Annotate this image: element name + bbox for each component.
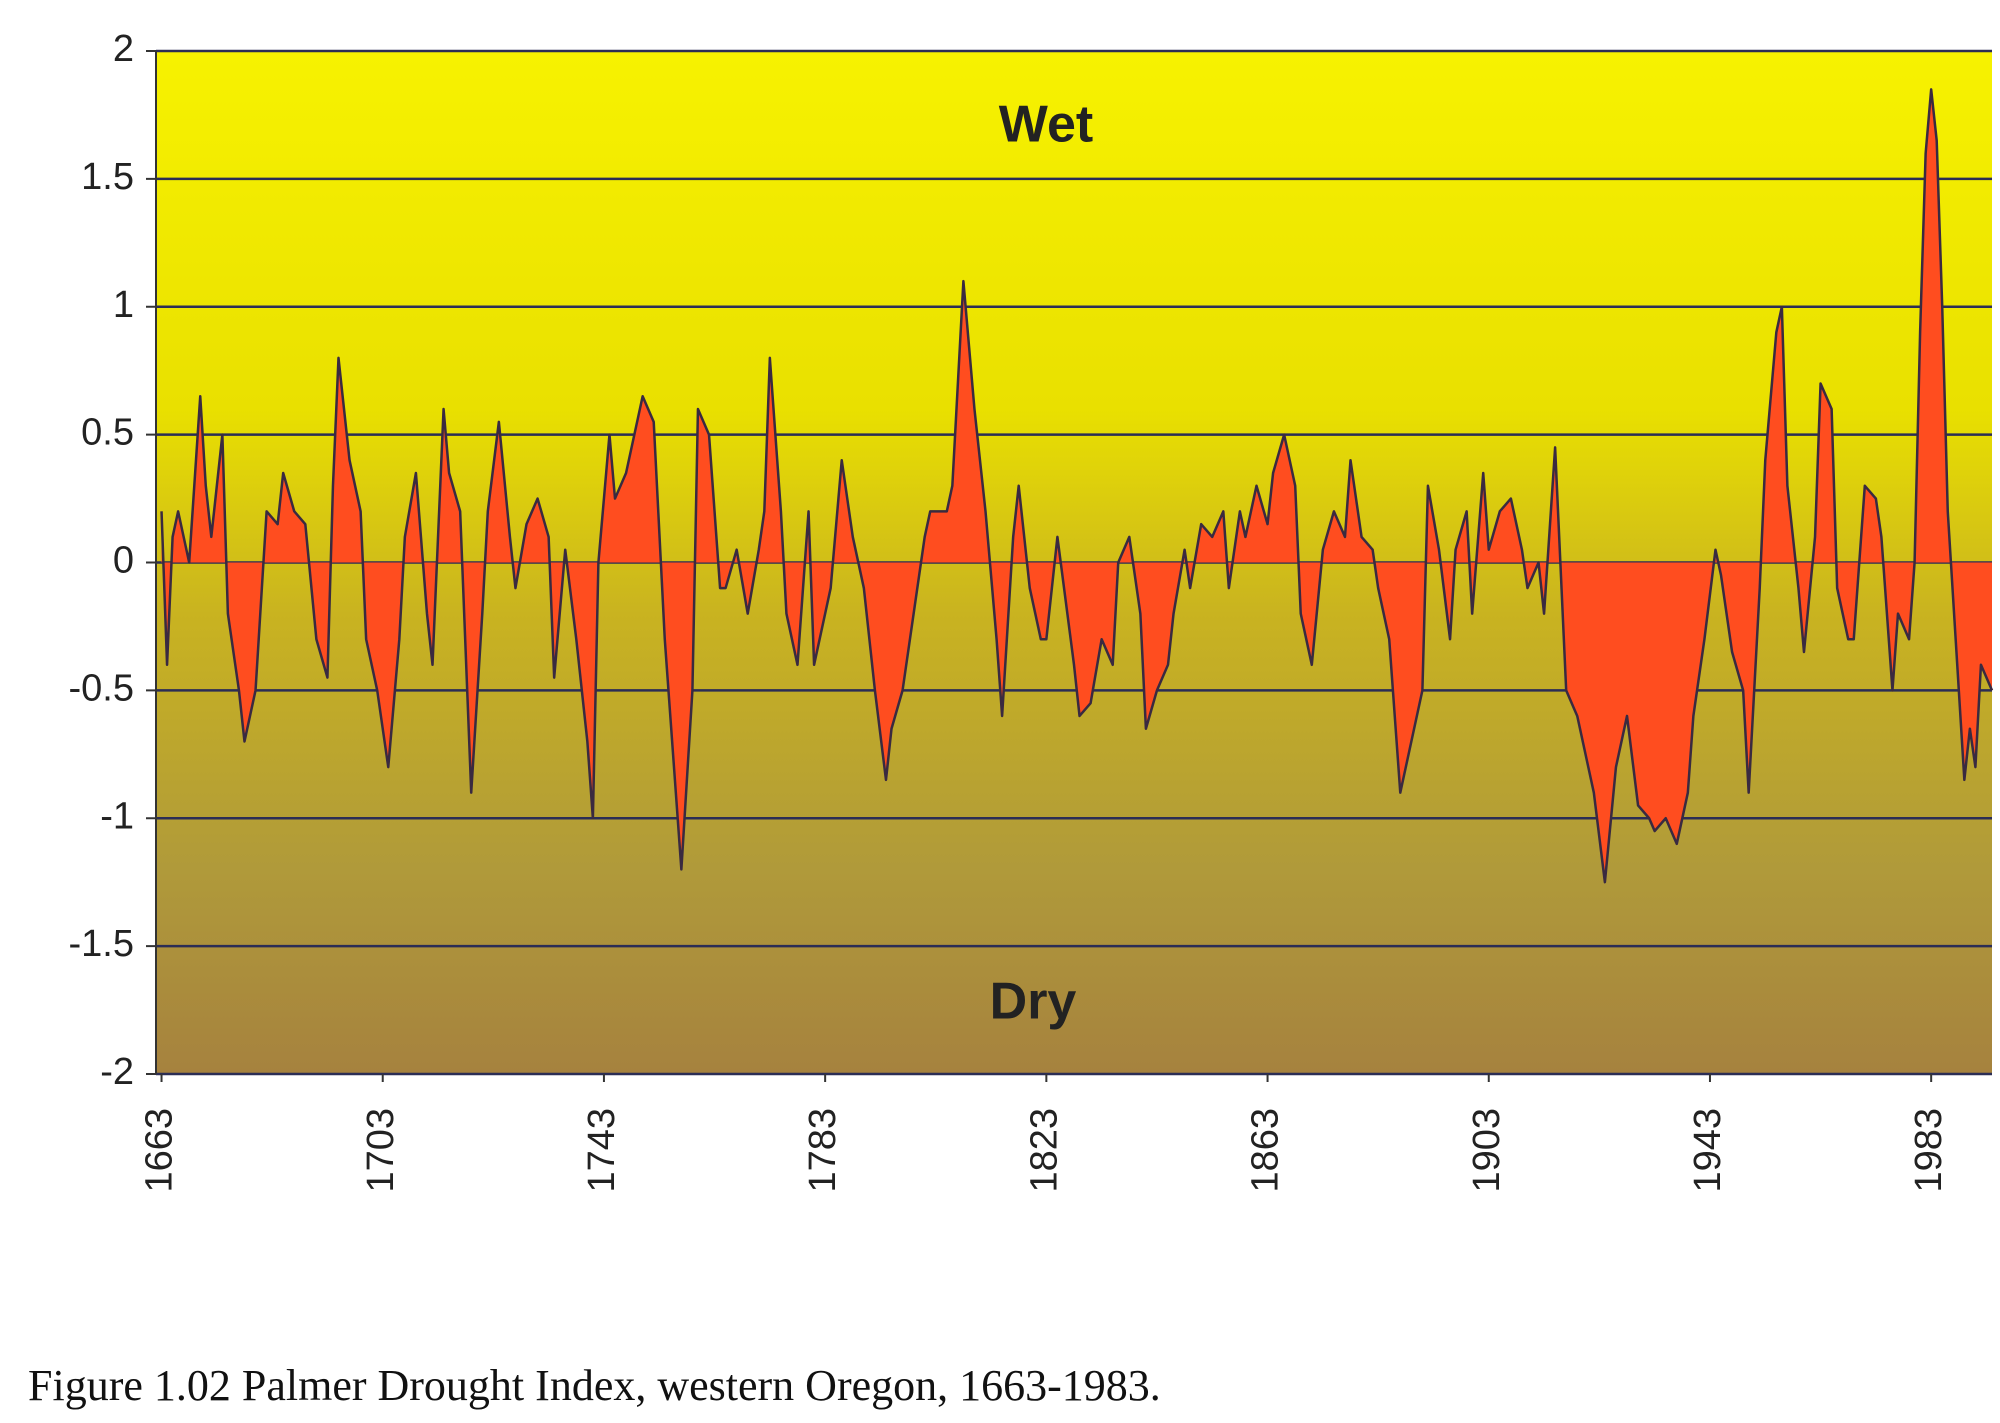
annotation: Dry xyxy=(990,973,1077,1031)
y-tick-label: -0.5 xyxy=(69,667,134,709)
line xyxy=(160,88,1994,884)
x-tick-label: 1903 xyxy=(1466,1108,1508,1193)
x-tick-label: 1863 xyxy=(1245,1108,1287,1193)
x-tick-label: 1783 xyxy=(802,1108,844,1193)
x-tick-label: 1943 xyxy=(1687,1108,1729,1193)
y-tick-label: 1 xyxy=(113,284,134,326)
y-tick-label: 2 xyxy=(113,28,134,70)
x-tick-label: 1663 xyxy=(139,1108,181,1193)
caption: Figure 1.02 Palmer Drought Index, wester… xyxy=(28,1361,1161,1410)
y-tick-label: -1 xyxy=(100,795,134,837)
x-tick-label: 1983 xyxy=(1908,1108,1950,1193)
marks xyxy=(160,88,1994,884)
x-tick-label: 1743 xyxy=(581,1108,623,1193)
annotation: Wet xyxy=(999,96,1093,154)
y-tick-label: 1.5 xyxy=(81,156,134,198)
y-tick-label: -2 xyxy=(100,1051,134,1093)
axes: -2 -1.5 -1 -0.5 0 0.5 1 1.5 2 1663 1703 1743 1783 182… xyxy=(69,28,1951,1193)
y-tick-label: 0.5 xyxy=(81,412,134,454)
y-tick-label: -1.5 xyxy=(69,923,134,965)
x-tick-label: 1823 xyxy=(1023,1108,1065,1193)
x-tick-label: 1703 xyxy=(360,1108,402,1193)
grid xyxy=(156,49,1992,1076)
y-tick-label: 0 xyxy=(113,540,134,582)
